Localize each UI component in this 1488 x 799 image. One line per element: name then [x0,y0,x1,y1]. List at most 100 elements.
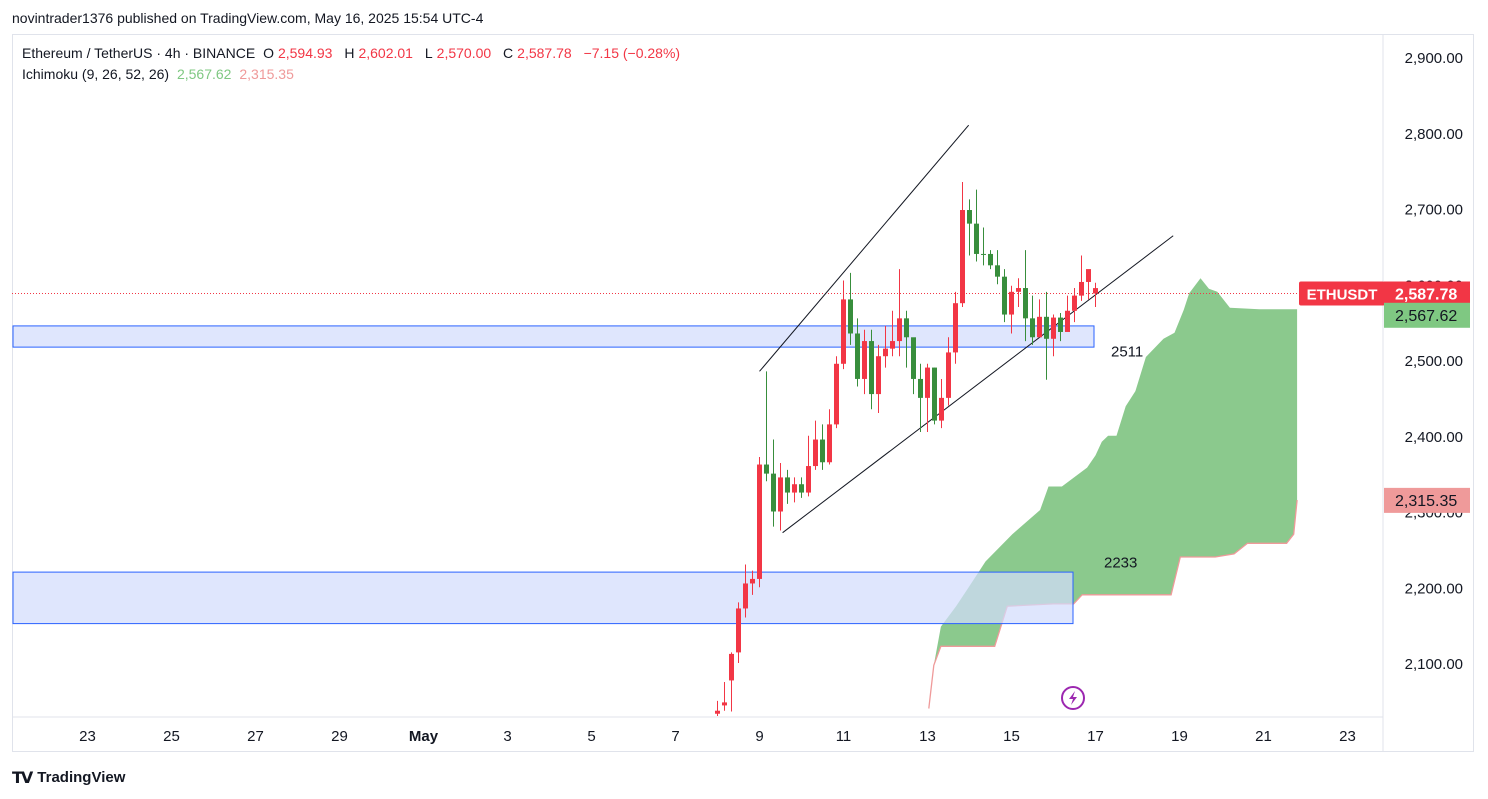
channel-upper-line [759,124,970,372]
x-tick-label: 13 [919,728,936,745]
candle-body [988,253,993,266]
candle-body [1093,288,1098,294]
candle-body [953,303,958,353]
ichimoku-tag-box [1384,487,1470,513]
y-tick-label: 2,900.00 [1405,50,1463,67]
candle-body [939,397,944,421]
low-label: L 2,570.00 [424,45,492,61]
x-tick-label: 27 [247,728,264,745]
candle-body [1009,291,1014,315]
candle-body [1030,318,1035,338]
indicator-value-1: 2,567.62 [176,66,232,82]
y-tick-label: 2,200.00 [1405,580,1463,597]
candle-body [967,210,972,224]
candle-body [946,352,951,398]
candle-body [995,265,1000,277]
support-zone-2511 [12,325,1095,348]
symbol-tag-box [1299,281,1385,306]
x-tick-label: 29 [331,728,348,745]
indicator-legend[interactable]: Ichimoku (9, 26, 52, 26) 2,567.62 2,315.… [22,66,298,82]
y-tick-label: 2,800.00 [1405,126,1463,143]
candle-body [869,341,874,395]
candle-body [1072,295,1077,311]
x-tick-label: 25 [163,728,180,745]
x-tick-label: 15 [1003,728,1020,745]
change-value: −7.15 (−0.28%) [583,45,681,61]
candle-body [974,223,979,254]
candle-body [911,337,916,379]
x-tick-label: 7 [671,728,679,745]
x-tick-label: May [409,728,439,745]
candle-body [813,439,818,467]
candle-body [981,253,986,255]
ichimoku-tag-value: 2,315.35 [1395,493,1457,510]
candle-body [743,583,748,609]
candle-body [1023,288,1028,319]
symbol-title[interactable]: Ethereum / TetherUS · 4h · BINANCE [22,45,256,61]
close-label: C 2,587.78 [503,45,572,61]
candle-body [1051,317,1056,339]
candle-body [904,318,909,338]
candle-body [855,333,860,379]
candle-body [757,464,762,579]
candle-body [890,341,895,349]
y-tick-label: 2,100.00 [1405,656,1463,673]
channel-lower-line [782,235,1174,534]
candle-body [715,710,720,714]
candle-body [876,356,881,395]
lightning-icon [1061,686,1085,710]
candle-body [792,484,797,493]
support-zone-2233 [12,571,1074,625]
x-tick-label: 5 [587,728,595,745]
plot-area[interactable]: 2511 2233 [12,124,1383,716]
x-tick-label: 11 [836,728,852,745]
candle-body [918,378,923,398]
tradingview-footer[interactable]: TV TradingView [12,768,125,787]
candle-body [1086,269,1091,282]
tradingview-logo-icon: TV [12,768,33,787]
candle-body [932,367,937,421]
candle-body [848,299,853,334]
candle-body [806,466,811,493]
x-tick-label: 19 [1171,728,1188,745]
zone-label-2233: 2233 [1104,554,1137,571]
candle-body [841,299,846,364]
y-tick-label: 2,500.00 [1405,353,1463,370]
x-tick-label: 17 [1087,728,1104,745]
candle-body [960,210,965,304]
indicator-title[interactable]: Ichimoku (9, 26, 52, 26) [22,66,170,82]
ichimoku-span-b-line [928,500,1298,709]
candle-body [764,464,769,474]
candle-body [925,367,930,398]
tradingview-brand: TradingView [37,769,126,786]
candle-body [1079,281,1084,296]
candle-body [729,653,734,681]
candle-body [820,439,825,463]
x-tick-label: 23 [79,728,96,745]
symbol-tag-label: ETHUSDT [1307,287,1378,304]
candle-body [722,702,727,706]
x-tick-label: 3 [503,728,511,745]
ichimoku-tag-value: 2,567.62 [1395,308,1457,325]
candle-body [883,348,888,357]
open-label: O 2,594.93 [263,45,333,61]
candle-body [1002,276,1007,315]
high-label: H 2,602.01 [344,45,413,61]
zone-label-2511: 2511 [1111,344,1143,361]
x-tick-label: 9 [755,728,763,745]
candle-body [862,341,867,379]
candle-body [778,477,783,512]
indicator-value-2: 2,315.35 [239,66,294,82]
publisher-line: novintrader1376 published on TradingView… [12,10,484,26]
candle-body [771,473,776,512]
candle-body [834,363,839,425]
candle-body [1058,317,1063,332]
chart-frame[interactable] [12,34,1474,752]
symbol-legend[interactable]: Ethereum / TetherUS · 4h · BINANCE O 2,59… [22,45,684,61]
candle-body [799,484,804,493]
ichimoku-tag-box [1384,302,1470,328]
candle-body [736,608,741,653]
y-tick-label: 2,700.00 [1405,202,1463,219]
y-tick-label: 2,400.00 [1405,429,1463,446]
